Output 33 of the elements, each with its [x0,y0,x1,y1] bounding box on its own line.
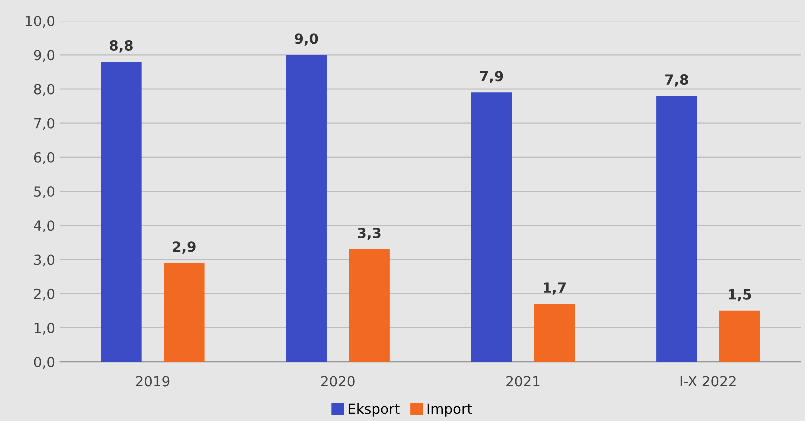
data-label: 3,3 [358,228,381,240]
data-label: 9,0 [295,34,318,46]
data-label: 1,5 [729,290,752,302]
bar [349,250,390,362]
x-tick-label: 2019 [136,376,170,387]
legend-label: Eksport [348,403,400,417]
data-label: 2,9 [173,242,196,254]
legend-label: Import [428,404,472,417]
y-tick-label: 4,0 [34,220,55,233]
y-tick-label: 6,0 [34,152,55,164]
data-label: 1,7 [544,282,566,295]
y-tick-label: 10,0 [26,16,55,28]
y-tick-label: 8,0 [34,84,55,96]
y-tick-label: 9,0 [34,50,55,62]
y-tick-label: 5,0 [34,186,55,198]
bar [286,55,327,362]
bar [164,263,205,362]
y-tick-label: 3,0 [34,254,55,267]
bar [534,304,576,362]
bar [101,62,142,362]
data-label: 7,8 [666,74,688,87]
x-tick-label: 2021 [506,376,540,387]
x-tick-label: 2020 [321,376,355,387]
data-label: 7,9 [480,71,504,84]
bar [471,92,512,362]
y-tick-label: 1,0 [34,322,55,335]
bar [720,310,760,362]
x-tick-label: I-X 2022 [680,376,736,387]
y-tick-label: 7,0 [34,118,55,130]
y-tick-label: 2,0 [34,288,55,301]
bar [656,96,698,362]
data-label: 8,8 [110,40,133,53]
y-tick-label: 0,0 [34,357,55,369]
